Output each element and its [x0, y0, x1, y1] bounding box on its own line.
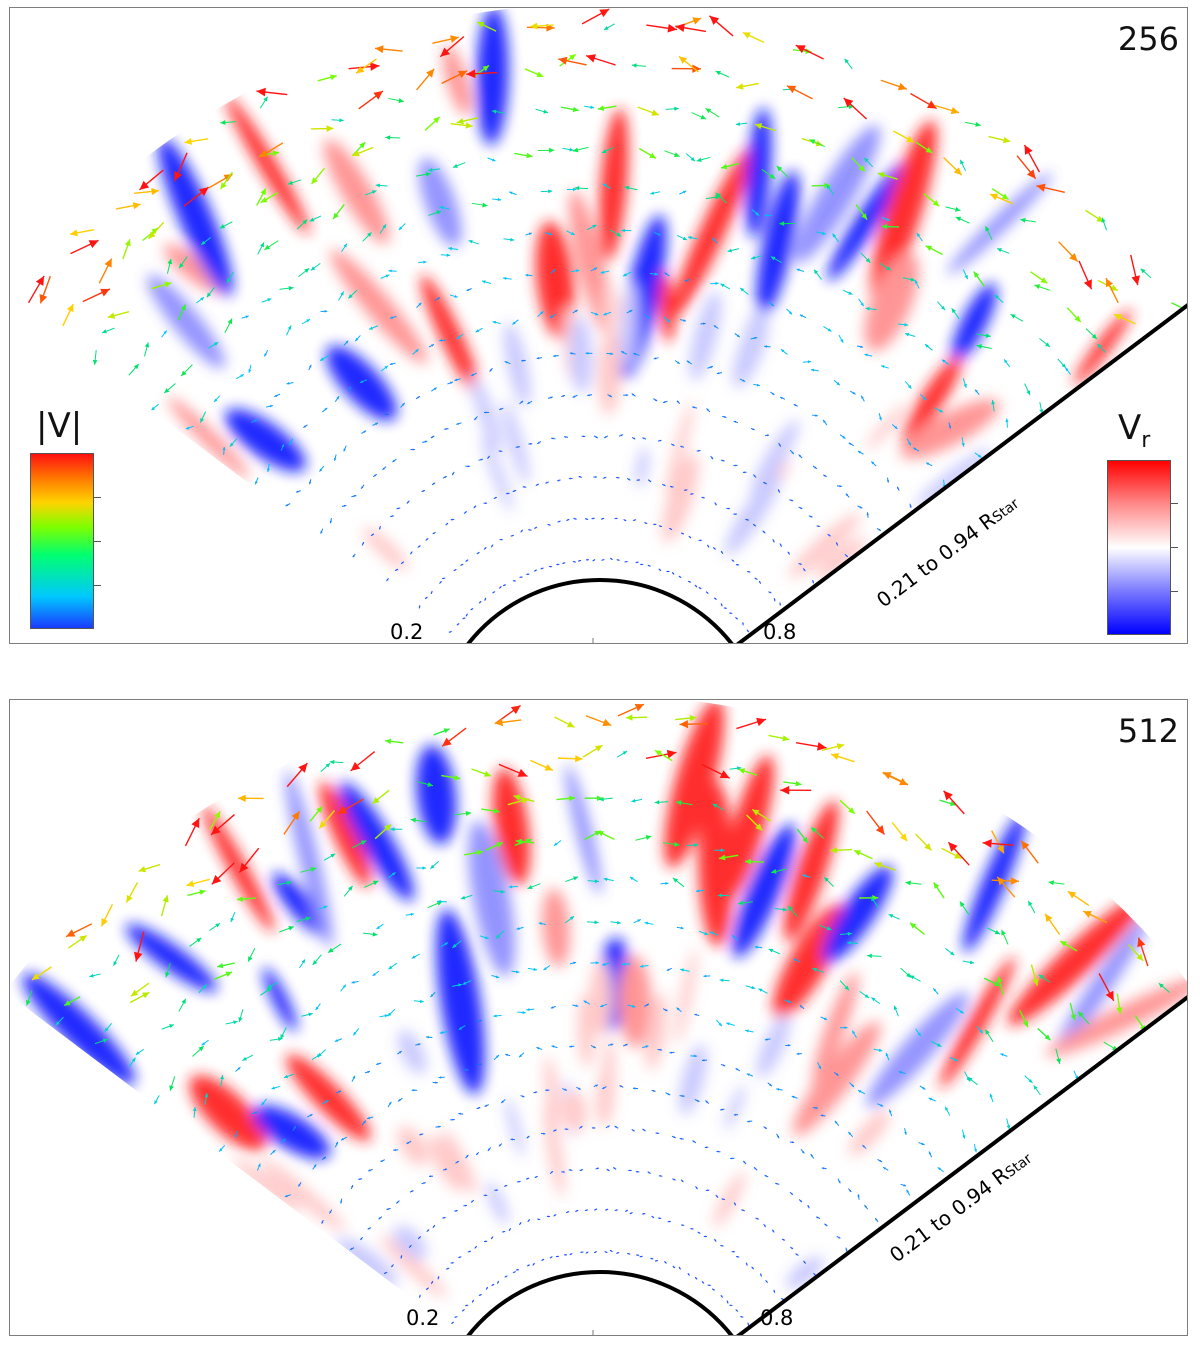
outer-radius-label: 0.8 [760, 1306, 794, 1330]
inner-radius-label: 0.2 [390, 620, 424, 644]
radial-velocity-colorbar-title: Vr [1118, 408, 1151, 453]
panel-resolution-256: 256 0.2 0.8 0.21 to 0.94 RStar |V| Vr [9, 7, 1188, 644]
speed-colorbar [30, 453, 94, 629]
resolution-label: 256 [1117, 20, 1179, 58]
speed-colorbar-title: |V| [36, 406, 83, 446]
resolution-label: 512 [1117, 712, 1179, 750]
panel-resolution-512: 512 0.2 0.8 0.21 to 0.94 RStar [9, 699, 1188, 1336]
velocity-map-512 [10, 700, 1187, 1335]
velocity-map-256 [10, 8, 1187, 643]
radial-velocity-colorbar [1107, 460, 1171, 635]
inner-radius-label: 0.2 [406, 1306, 440, 1330]
outer-radius-label: 0.8 [763, 620, 797, 644]
